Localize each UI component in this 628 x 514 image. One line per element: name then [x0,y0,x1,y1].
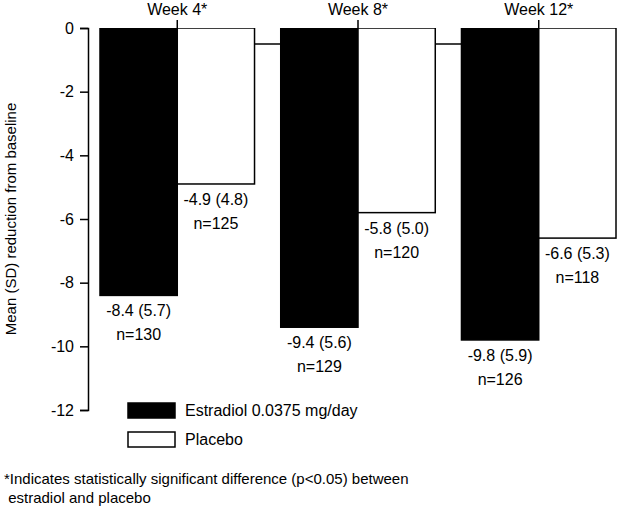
tick: -2 [60,83,88,100]
tick: -4 [60,147,88,164]
category-label: Week 12* [504,1,573,18]
legend-label: Placebo [185,431,243,448]
footnote: estradiol and placebo [4,489,151,506]
chart: Week 4* Week 8* Week 12* -8.4 (5.7) n=130 -9.… [0,0,628,514]
tick: 0 [65,20,88,37]
tick-mark [80,219,88,221]
tick-mark [80,282,88,284]
legend-swatch [128,432,175,447]
bar [358,28,435,213]
bar [100,28,177,295]
tick: -12 [51,402,88,419]
n-label: n=126 [478,371,523,388]
category-label: Week 8* [328,1,388,18]
tick-label: -12 [51,402,74,419]
y-axis-title: Mean (SD) reduction from baseline [2,103,19,336]
bars [100,28,616,340]
bar [281,28,358,327]
tick-mark [80,346,88,348]
category-label: Week 4* [147,1,207,18]
data-label: -6.6 (5.3) [545,245,610,262]
bar [539,28,616,238]
footnote: *Indicates statistically significant dif… [4,470,409,487]
data-label: -4.9 (4.8) [183,191,248,208]
tick-label: -6 [60,211,74,228]
n-label: n=118 [555,269,599,286]
data-label: -5.8 (5.0) [364,220,429,237]
legend-label: Estradiol 0.0375 mg/day [185,402,358,419]
tick-label: -8 [60,274,74,291]
tick: -10 [51,338,88,355]
data-label: -9.4 (5.6) [287,334,352,351]
tick-mark [80,410,88,412]
tick: -8 [60,274,88,291]
tick-label: 0 [65,20,74,37]
n-label: n=120 [374,244,419,261]
data-label: -9.8 (5.9) [468,347,533,364]
y-axis: 0 -2 -4 -6 -8 -10 -12 [51,20,89,419]
data-labels: -8.4 (5.7) n=130 -9.4 (5.6) n=129 -9.8 (5.9)… [106,191,610,388]
tick-label: -10 [51,338,74,355]
tick-mark [80,155,88,157]
tick-mark [80,28,88,30]
n-label: n=125 [193,215,238,232]
data-label: -8.4 (5.7) [106,302,171,319]
bar [461,28,538,340]
n-label: n=129 [297,358,342,375]
tick-label: -4 [60,147,74,164]
axis-line [80,29,89,411]
tick-mark [80,91,88,93]
bar [177,28,254,184]
n-label: n=130 [116,326,161,343]
tick-label: -2 [60,83,74,100]
legend-swatch [128,403,175,418]
legend: Estradiol 0.0375 mg/day Placebo [128,402,358,448]
tick: -6 [60,211,88,228]
